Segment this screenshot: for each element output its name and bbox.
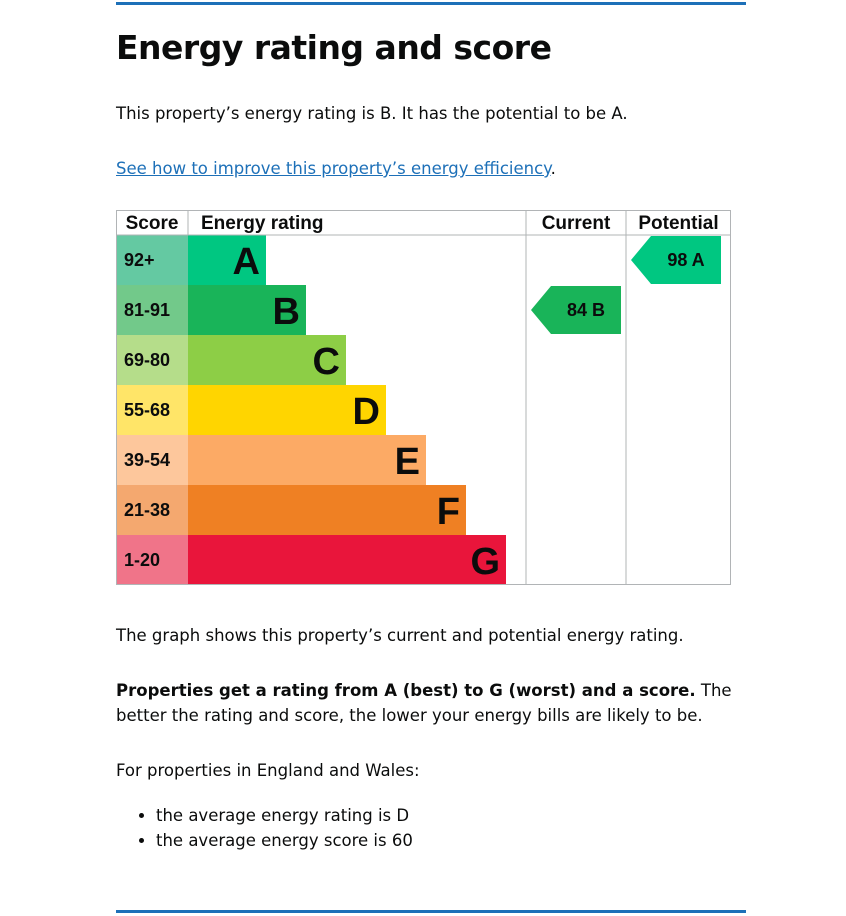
graph-note: The graph shows this property’s current …	[116, 626, 684, 645]
list-item: the average energy score is 60	[156, 828, 413, 853]
score-range-c: 69-80	[124, 350, 170, 370]
rating-letter-g: G	[470, 541, 500, 583]
current-rating-label: 84 B	[567, 300, 605, 320]
rating-bar-g	[188, 535, 506, 585]
rating-letter-d: D	[353, 391, 380, 433]
score-cell-d	[116, 385, 188, 435]
rating-letter-f: F	[437, 491, 460, 533]
potential-rating-arrow	[631, 236, 721, 284]
score-cell-f	[116, 485, 188, 535]
score-range-a: 92+	[124, 250, 155, 270]
rating-range-note: Properties get a rating from A (best) to…	[116, 678, 736, 728]
rating-letter-e: E	[395, 441, 420, 483]
top-divider	[116, 2, 746, 5]
score-range-d: 55-68	[124, 400, 170, 420]
list-item: the average energy rating is D	[156, 803, 413, 828]
score-range-g: 1-20	[124, 550, 160, 570]
rating-bar-a	[188, 235, 266, 285]
rating-bar-d	[188, 385, 386, 435]
rating-letter-b: B	[273, 291, 300, 333]
score-cell-a	[116, 235, 188, 285]
rating-bar-e	[188, 435, 426, 485]
header-potential: Potential	[638, 213, 718, 234]
header-energy-rating: Energy rating	[201, 213, 323, 234]
score-range-b: 81-91	[124, 300, 170, 320]
energy-rating-svg: Score Energy rating Current Potential 92+ A 81…	[116, 210, 731, 585]
header-score: Score	[126, 213, 179, 234]
rating-bar-f	[188, 485, 466, 535]
header-current: Current	[542, 213, 611, 234]
score-cell-b	[116, 285, 188, 335]
improve-link-line: See how to improve this property’s energ…	[116, 156, 736, 181]
potential-rating-label: 98 A	[667, 250, 704, 270]
rating-bar-c	[188, 335, 346, 385]
rating-letter-c: C	[313, 341, 340, 383]
score-cell-g	[116, 535, 188, 585]
score-range-f: 21-38	[124, 500, 170, 520]
rating-bar-b	[188, 285, 306, 335]
rating-letter-a: A	[233, 241, 260, 283]
rating-range-rest: The better the rating and score, the low…	[116, 681, 732, 725]
link-suffix: .	[550, 159, 556, 178]
page-title: Energy rating and score	[116, 28, 552, 67]
current-rating-arrow	[531, 286, 621, 334]
score-range-e: 39-54	[124, 450, 170, 470]
average-list: the average energy rating is D the avera…	[116, 803, 413, 853]
bottom-divider	[116, 910, 746, 913]
rating-summary: This property’s energy rating is B. It h…	[116, 104, 628, 123]
energy-rating-chart: Score Energy rating Current Potential 92+ A 81…	[116, 210, 732, 586]
rating-range-bold: Properties get a rating from A (best) to…	[116, 681, 696, 700]
score-cell-e	[116, 435, 188, 485]
average-title: For properties in England and Wales:	[116, 761, 420, 780]
improve-efficiency-link[interactable]: See how to improve this property’s energ…	[116, 159, 551, 178]
score-cell-c	[116, 335, 188, 385]
